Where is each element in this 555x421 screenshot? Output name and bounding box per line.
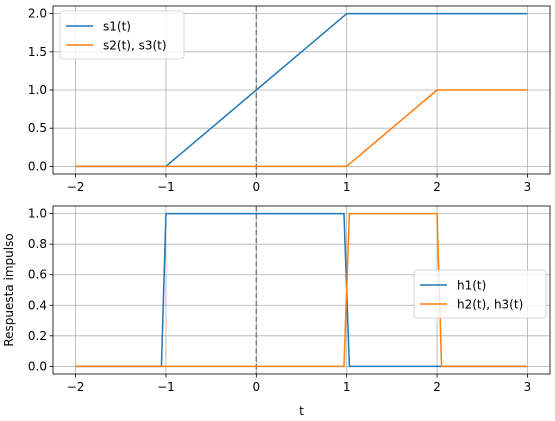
- legend: s1(t) s2(t), s3(t): [59, 10, 185, 60]
- legend: h1(t) h2(t), h3(t): [413, 269, 547, 319]
- y-tick-label: 1.0: [28, 207, 47, 221]
- y-axis-label: Respuesta impulso: [2, 233, 16, 346]
- x-tick-label: −1: [157, 180, 175, 194]
- x-tick-label: −2: [67, 380, 85, 394]
- y-tick-label: 0.2: [28, 329, 47, 343]
- x-tick-label: 0: [252, 180, 260, 194]
- x-tick-label: 0: [252, 380, 260, 394]
- y-tick-label: 0.5: [28, 121, 47, 135]
- legend-label: s2(t), s3(t): [103, 39, 167, 53]
- y-tick-label: 0.4: [28, 298, 47, 312]
- series-line: [75, 89, 528, 168]
- y-tick-label: 1.0: [28, 83, 47, 97]
- legend-box: [59, 10, 185, 60]
- x-tick-label: 2: [433, 180, 441, 194]
- x-tick-label: 3: [524, 380, 532, 394]
- axes-frame: [52, 205, 551, 375]
- y-tick-label: 0.0: [28, 159, 47, 173]
- legend-box: [413, 269, 547, 319]
- x-axis-label: t: [299, 404, 304, 418]
- plot-panel-2: −2 −1 0 1 2 3 0.0 0.2 0.4 0.6 0.8 1.0 t Respuesta imp…: [2, 205, 551, 418]
- legend-label: s1(t): [103, 20, 131, 34]
- y-tick-label: 0.8: [28, 237, 47, 251]
- plot-panel-1: −2 −1 0 1 2 3 0.0 0.5 1.0 1.5 2.0 s1(t) s2(t), s3(t): [28, 5, 551, 194]
- y-tick-label: 2.0: [28, 7, 47, 21]
- legend-label: h1(t): [457, 279, 486, 293]
- x-tick-label: −2: [67, 180, 85, 194]
- y-tick-label: 0.0: [28, 359, 47, 373]
- x-tick-label: 3: [524, 180, 532, 194]
- x-tick-label: 1: [343, 180, 351, 194]
- x-tick-label: −1: [157, 380, 175, 394]
- legend-label: h2(t), h3(t): [457, 298, 523, 312]
- x-tick-label: 2: [433, 380, 441, 394]
- y-tick-label: 1.5: [28, 45, 47, 59]
- series-line: [75, 212, 528, 368]
- x-tick-label: 1: [343, 380, 351, 394]
- y-tick-label: 0.6: [28, 268, 47, 282]
